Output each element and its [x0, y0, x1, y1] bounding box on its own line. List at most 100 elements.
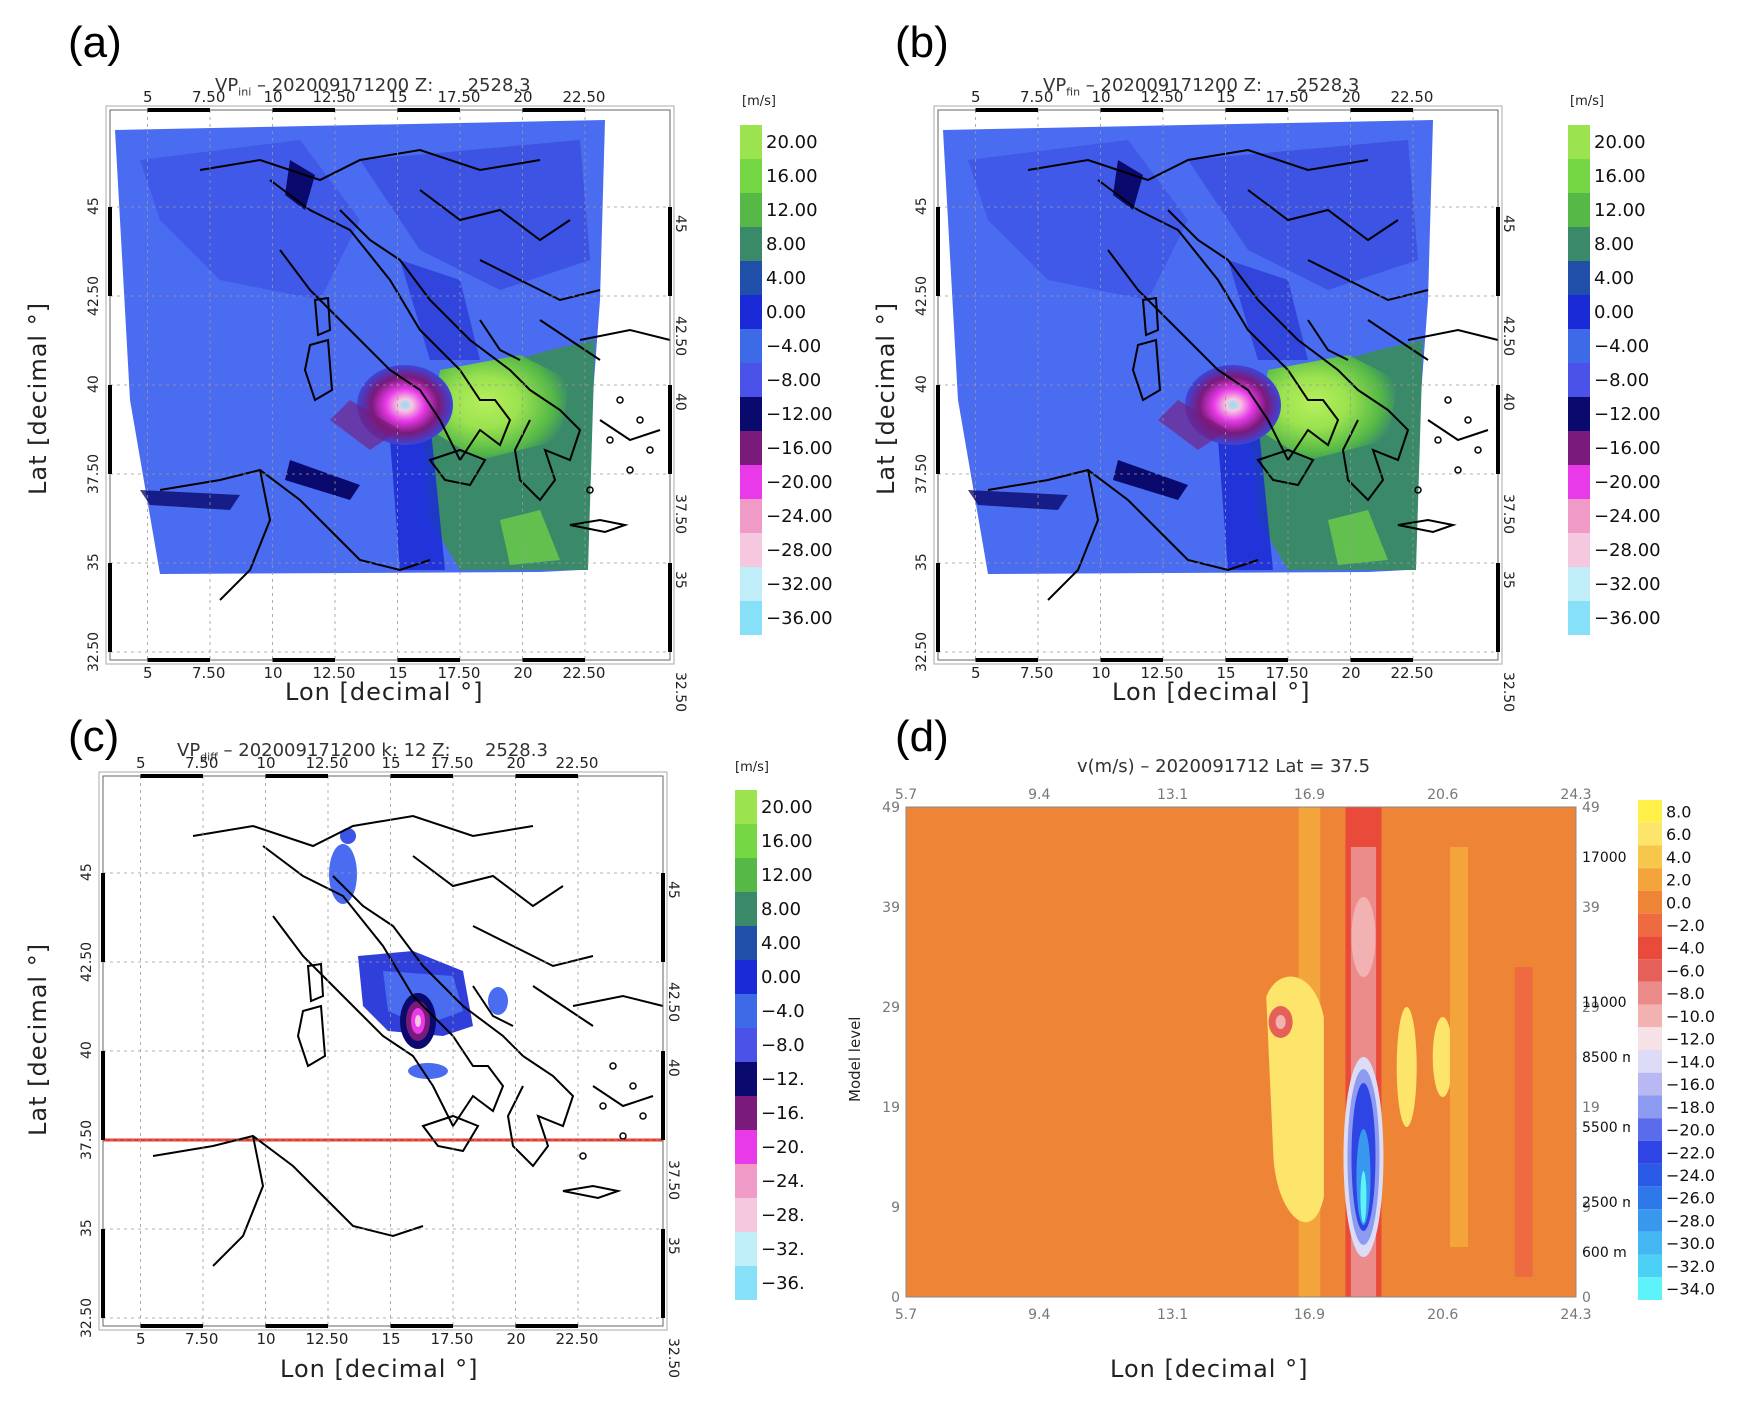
map-outer-frame [105, 105, 675, 665]
colorbar-d-label: 4.0 [1666, 848, 1691, 867]
lon-tick-label: 17.50 [437, 664, 481, 682]
height-label: 11000 m [1582, 995, 1630, 1011]
panel-letter-b: (b) [895, 18, 949, 67]
xsec-x-tick-label: 20.6 [1427, 1307, 1458, 1323]
colorbar-a: 20.00 16.00 12.00 8.00 4.00 0.00 −4.00 −8.00 −12… [740, 125, 833, 635]
colorbar-d-label: −20.0 [1666, 1121, 1715, 1140]
lat-tick-label: 40 [86, 375, 102, 393]
coastline [303, 338, 334, 402]
colorbar-segment [740, 431, 762, 465]
map-panel-c [98, 771, 668, 1331]
lat-tick-label: 32.50 [79, 1297, 95, 1338]
colorbar-d-segment [1638, 936, 1662, 960]
colorbar-d-label: −32.0 [1666, 1257, 1715, 1276]
lon-tick-label: 15 [381, 754, 401, 772]
height-label: 17000 m [1582, 850, 1630, 866]
island [1464, 416, 1472, 424]
panel-letter-c: (c) [68, 712, 120, 761]
colorbar-segment [1568, 431, 1590, 465]
colorbar-d-segment [1638, 890, 1662, 914]
height-label: 600 m [1582, 1245, 1627, 1261]
colorbar-segment [740, 261, 762, 295]
colorbar-label: 0.00 [761, 967, 801, 988]
island [1474, 446, 1482, 454]
lon-tick-label: 20 [1341, 88, 1361, 106]
colorbar-d-segment [1638, 1254, 1662, 1278]
colorbar-label: 20.00 [761, 797, 813, 818]
panel-a-title: VPini – 202009171200 Z: 2528.3 [215, 75, 531, 99]
island [1454, 466, 1462, 474]
island [626, 466, 634, 474]
coastline [296, 1004, 327, 1068]
colorbar-d-label: −10.0 [1666, 1007, 1715, 1026]
coastline [219, 469, 272, 601]
lat-tick-label: 42.50 [665, 982, 681, 1023]
lon-tick-label: 7.50 [185, 1330, 219, 1348]
colorbar-segment [735, 1198, 757, 1232]
colorbar-segment [735, 892, 757, 926]
cross-section-panel-d: 5.7 5.7 9.4 9.4 13.1 13.1 16.9 16.9 20.6 20.6 24.3… [882, 787, 1630, 1323]
lat-tick-label: 35 [1500, 571, 1516, 589]
lon-tick-label: 20 [1341, 664, 1361, 682]
colorbar-label: 8.00 [766, 234, 806, 255]
colorbar-d: 8.0 6.0 4.0 2.0 0.0 −2.0 −4.0 −6.0 −8.0 −10.0 −12.… [1638, 800, 1715, 1300]
panel-d-title: v(m/s) – 2020091712 Lat = 37.5 [1077, 756, 1371, 777]
colorbar-d-segment [1638, 1209, 1662, 1232]
coastline [152, 1134, 424, 1238]
lon-tick-label: 10 [263, 664, 283, 682]
coastline [1167, 209, 1359, 391]
island [599, 1102, 607, 1110]
lon-tick-label: 5 [971, 88, 981, 106]
colorbar-d-segment [1638, 1163, 1662, 1187]
lon-tick-label: 5 [136, 1330, 146, 1348]
coastline [428, 448, 487, 487]
colorbar-segment [740, 397, 762, 431]
colorbar-segment [740, 533, 762, 567]
colorbar-d-label: −24.0 [1666, 1166, 1715, 1185]
colorbar-d-label: −8.0 [1666, 984, 1705, 1003]
coastline [1307, 319, 1349, 361]
coastline [306, 962, 325, 1003]
colorbar-d-segment [1638, 1095, 1662, 1119]
lat-tick-label: 42.50 [1500, 316, 1516, 357]
lon-tick-label: 12.50 [1140, 664, 1184, 682]
xsec-y-tick-label: 0 [891, 1290, 900, 1306]
colorbar-segment [740, 295, 762, 329]
colorbar-d-label: −28.0 [1666, 1211, 1715, 1230]
lon-tick-label: 22.50 [555, 754, 599, 772]
wind-field-patch [1113, 460, 1188, 500]
colorbar-segment [735, 994, 757, 1028]
colorbar-segment [1568, 159, 1590, 193]
lon-tick-label: 22.50 [562, 88, 606, 106]
colorbar-label: −4.00 [766, 336, 821, 357]
lat-tick-label: 42.50 [672, 316, 688, 357]
colorbar-label: 4.00 [761, 933, 801, 954]
colorbar-d-label: 6.0 [1666, 825, 1691, 844]
wind-field-patch [140, 490, 240, 510]
coastline [1141, 296, 1160, 337]
island [606, 436, 614, 444]
colorbar-label: 8.00 [1594, 234, 1634, 255]
wind-field-patch [968, 490, 1068, 510]
island [629, 1082, 637, 1090]
panel-c-title: VPdiff – 202009171200 k: 12 Z: 2528.3 [177, 740, 548, 764]
panel-a-unit: [m/s] [742, 94, 776, 109]
colorbar-d-label: −4.0 [1666, 939, 1705, 958]
lon-tick-label: 15 [388, 88, 408, 106]
lon-tick-label: 15 [1216, 664, 1236, 682]
xsec-y-tick-label: 9 [1582, 1200, 1591, 1216]
colorbar-d-segment [1638, 845, 1662, 869]
lat-tick-label: 32.50 [86, 631, 102, 672]
lon-tick-label: 10 [1091, 664, 1111, 682]
lon-tick-label: 12.50 [305, 754, 349, 772]
colorbar-segment [735, 1062, 757, 1096]
xsec-x-tick-label: 5.7 [895, 787, 917, 803]
coastline [1027, 148, 1369, 182]
lon-tick-label: 12.50 [1140, 88, 1184, 106]
coastline [1407, 328, 1499, 341]
lat-tick-label: 40 [672, 393, 688, 411]
wind-field-band [360, 140, 590, 290]
height-label: 8500 m [1582, 1050, 1630, 1066]
colorbar-label: −36.00 [1594, 608, 1661, 629]
lon-tick-label: 20 [513, 664, 533, 682]
